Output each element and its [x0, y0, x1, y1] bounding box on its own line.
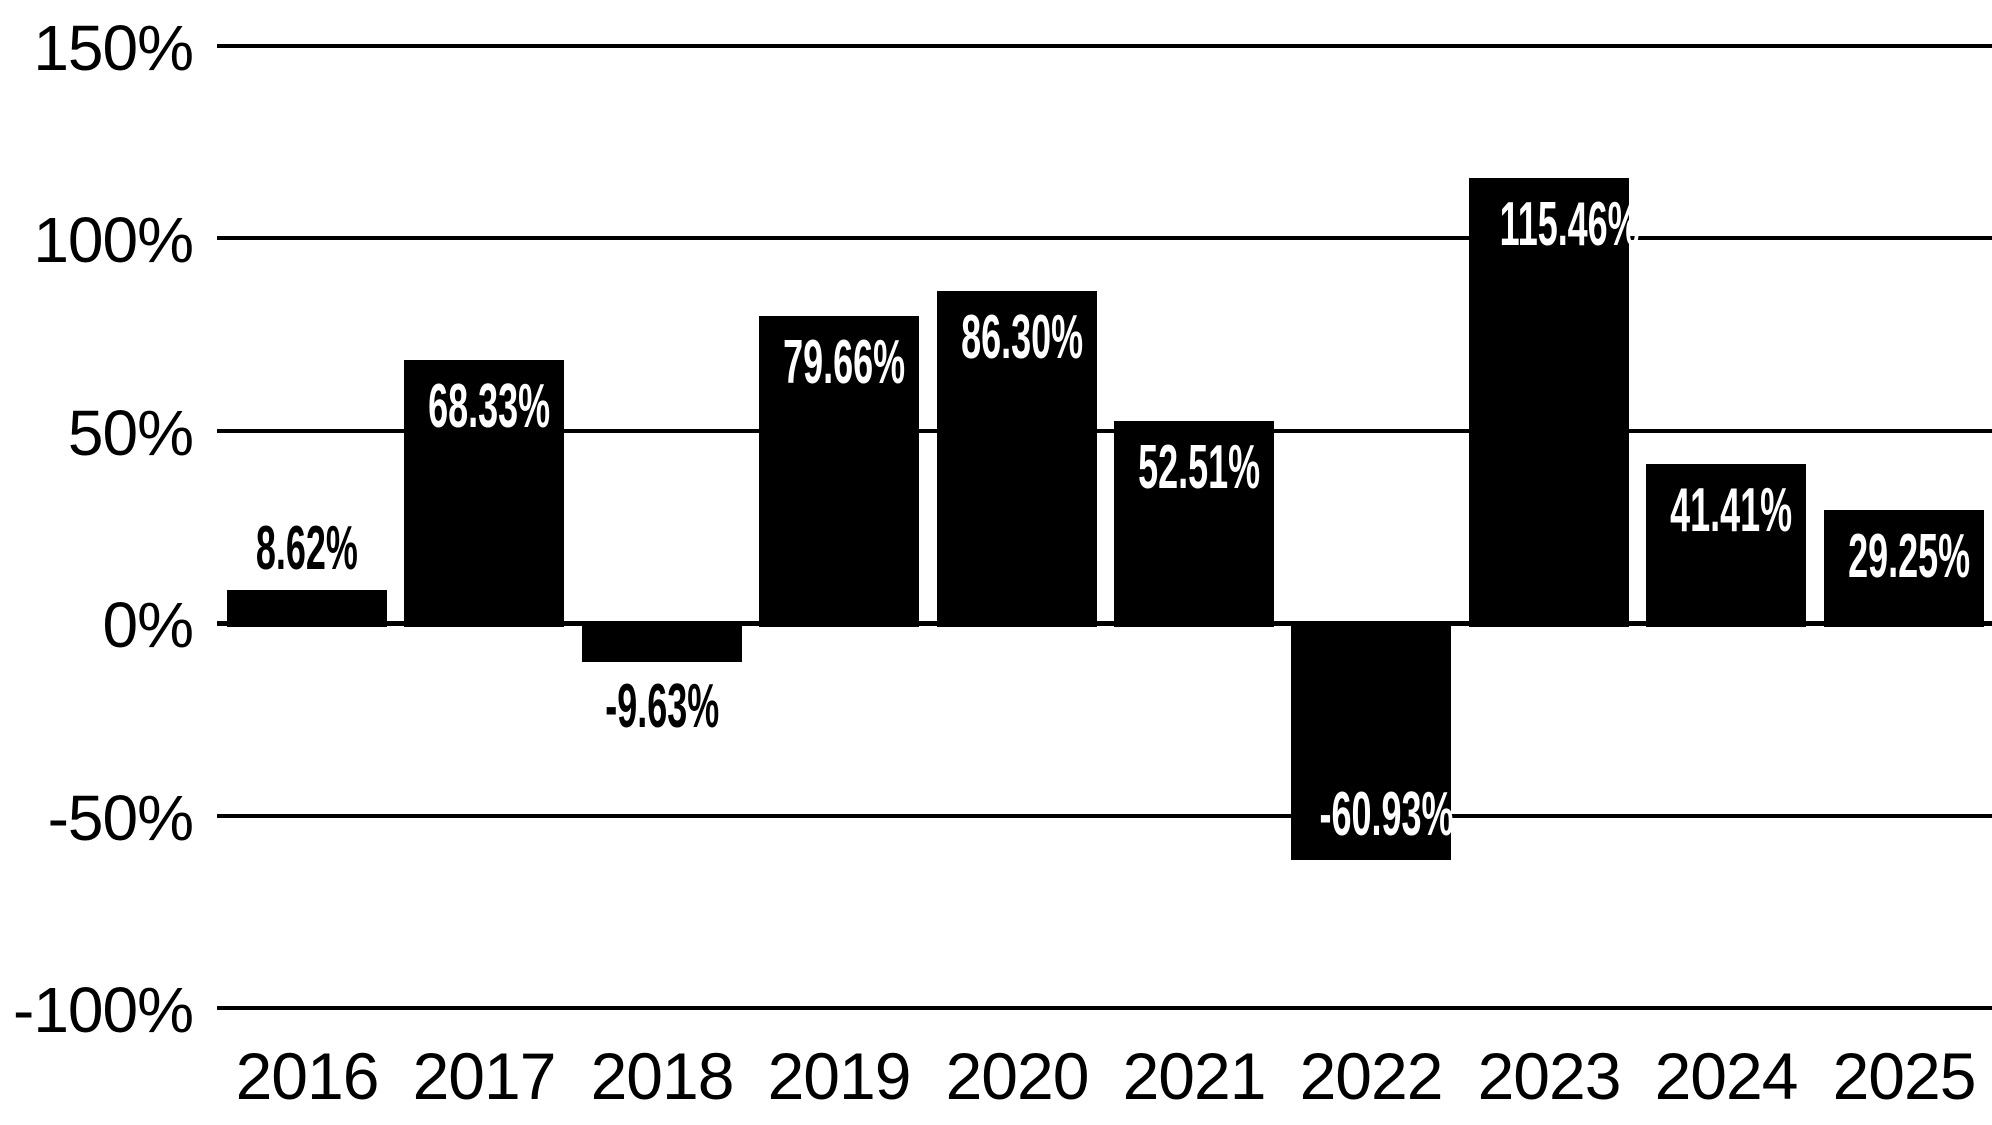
x-axis-tick-label: 2016	[235, 1039, 380, 1113]
bar-2016: 8.62%	[227, 518, 387, 627]
bar-value-label: 115.46%	[1449, 194, 1649, 256]
bar-value-text: 68.33%	[428, 372, 551, 441]
bar-value-text: 115.46%	[1499, 190, 1640, 259]
x-axis-tick-label: 2018	[590, 1039, 735, 1113]
gridline	[217, 428, 1992, 433]
y-axis-tick-label: 100%	[33, 204, 194, 276]
gridline	[217, 43, 1992, 48]
bar-value-text: 52.51%	[1138, 433, 1261, 502]
bar-value-label: -60.93%	[1271, 784, 1471, 846]
bar-value-label: -9.63%	[562, 676, 762, 738]
bar-value-label: 86.30%	[917, 307, 1117, 369]
x-axis-tick-label: 2025	[1832, 1039, 1977, 1113]
bar-value-label: 79.66%	[739, 332, 939, 394]
bar-value-text: 86.30%	[961, 303, 1084, 372]
bar-2024: 41.41%	[1646, 464, 1806, 627]
x-axis-zero-line	[217, 621, 1992, 626]
bar-value-text: 8.62%	[256, 514, 358, 583]
x-axis-tick-label: 2024	[1654, 1039, 1799, 1113]
bar-value-label: 29.25%	[1804, 526, 1992, 588]
bar-2021: 52.51%	[1114, 421, 1274, 627]
bar-2025: 29.25%	[1824, 510, 1984, 627]
y-axis-tick-label: 50%	[67, 396, 194, 469]
y-axis-tick-label: -100%	[13, 974, 194, 1046]
bar-2017: 68.33%	[404, 360, 564, 627]
bar-2018: -9.63%	[582, 621, 742, 738]
bar-value-label: 68.33%	[384, 376, 584, 438]
bar-2020: 86.30%	[937, 291, 1097, 627]
y-axis-tick-label: -50%	[47, 781, 194, 854]
bar-value-text: 79.66%	[783, 328, 906, 397]
bar-2023: 115.46%	[1469, 178, 1640, 627]
bar-value-label: 8.62%	[207, 518, 407, 580]
x-axis-tick-label: 2017	[412, 1039, 557, 1113]
x-axis-tick-label: 2019	[767, 1039, 912, 1113]
y-axis-tick-label: 150%	[33, 11, 194, 84]
bar-value-text: -9.63%	[605, 672, 719, 741]
x-axis-tick-label: 2020	[945, 1039, 1090, 1113]
bar-value-label: 52.51%	[1094, 437, 1294, 499]
gridline	[217, 813, 1992, 818]
x-axis-tick-label: 2022	[1299, 1039, 1444, 1113]
bar-2022: -60.93%	[1291, 621, 1453, 860]
y-axis-tick-label: 0%	[102, 589, 195, 661]
bar-value-text: 29.25%	[1848, 522, 1971, 591]
bar-value-label: 41.41%	[1626, 480, 1826, 542]
gridline	[217, 1006, 1992, 1010]
bar-2019: 79.66%	[759, 316, 919, 627]
bar-value-text: -60.93%	[1319, 780, 1454, 849]
x-axis-tick-label: 2021	[1122, 1039, 1267, 1113]
bar-value-text: 41.41%	[1670, 476, 1793, 545]
gridline	[217, 236, 1992, 240]
x-axis-tick-label: 2023	[1477, 1039, 1622, 1113]
